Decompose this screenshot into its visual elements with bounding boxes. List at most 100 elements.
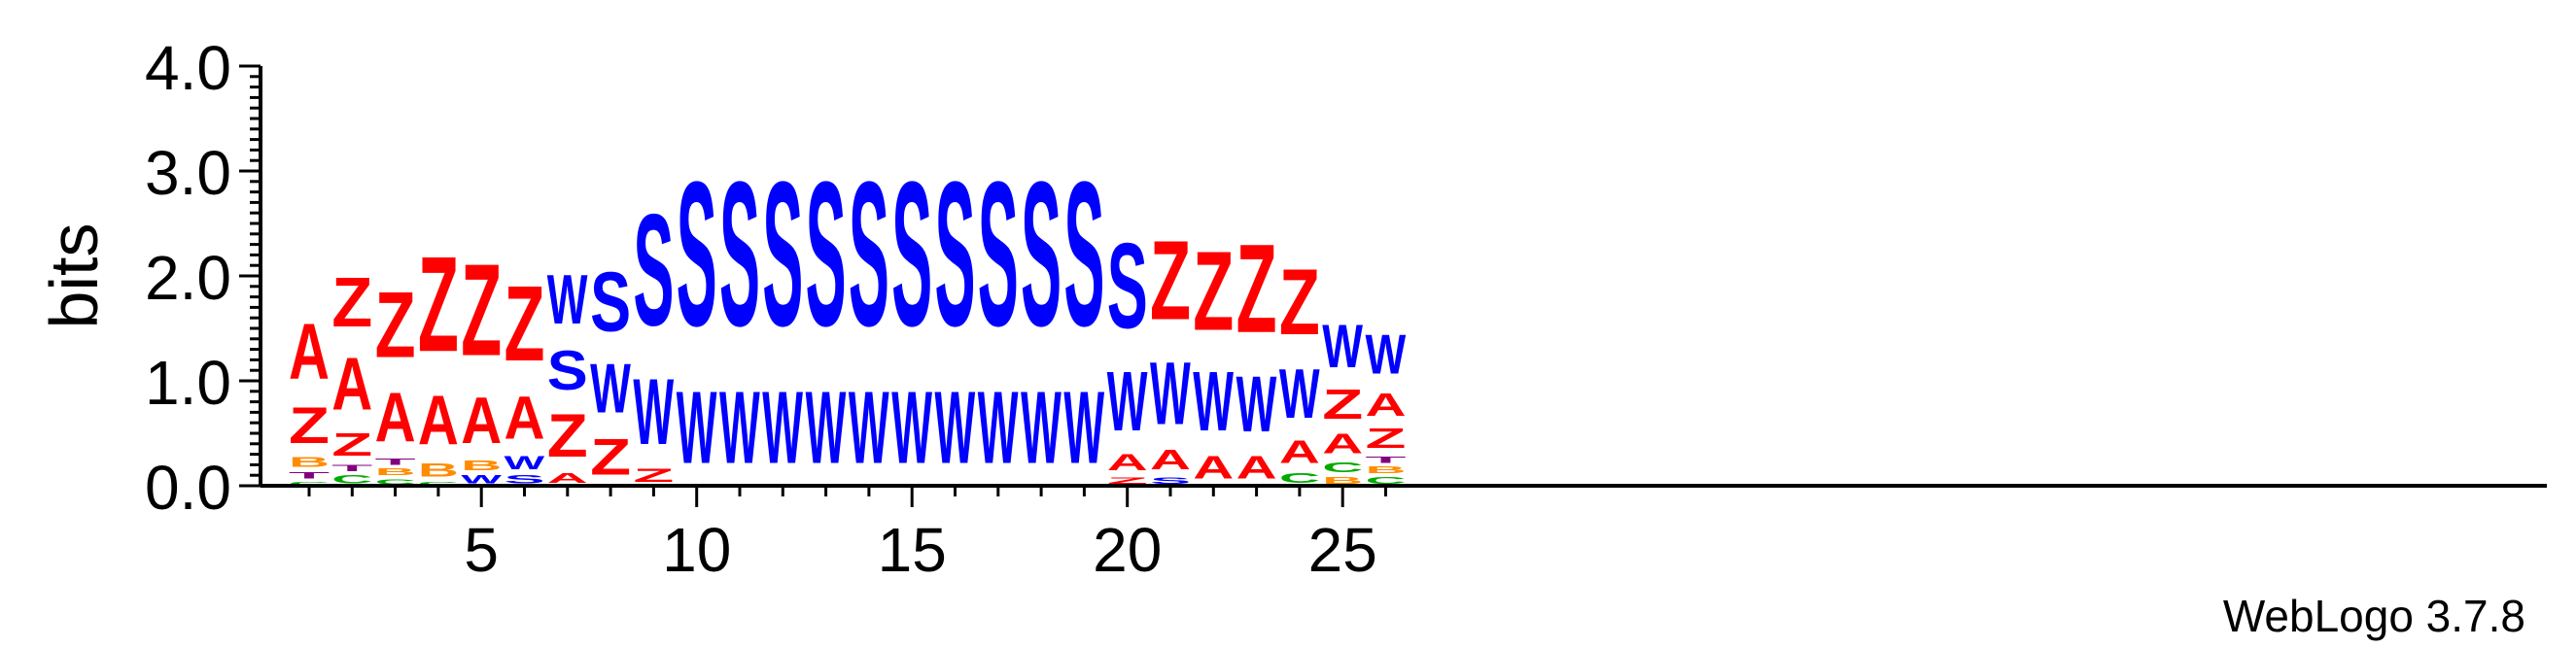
y-tick-label: 4.0 xyxy=(145,33,231,103)
logo-column: WS xyxy=(1021,139,1062,486)
logo-glyph: A xyxy=(1193,450,1234,487)
logo-glyph: Z xyxy=(331,426,372,462)
logo-glyph: Z xyxy=(590,428,631,487)
logo-stacks: CTBZACTZAZCBTAZCBAZWBAZSWAZAZSWZWSZWSWSW… xyxy=(289,139,1407,486)
logo-column: AWZ xyxy=(1236,219,1277,486)
logo-glyph: Z xyxy=(633,464,674,486)
logo-column: WS xyxy=(978,139,1019,486)
logo-glyph: S xyxy=(505,473,545,486)
logo-column: WS xyxy=(935,139,976,486)
logo-glyph: W xyxy=(1150,345,1191,444)
logo-glyph: C xyxy=(418,481,459,486)
logo-glyph: W xyxy=(547,260,588,339)
logo-glyph: Z xyxy=(1366,423,1407,454)
logo-column: AWZ xyxy=(1193,229,1234,486)
logo-glyph: A xyxy=(461,385,502,458)
logo-glyph: B xyxy=(1366,464,1407,475)
logo-glyph: A xyxy=(1366,387,1407,424)
logo-glyph: A xyxy=(505,384,545,452)
logo-glyph: C xyxy=(1279,470,1320,486)
weblogo-credit: WebLogo 3.7.8 xyxy=(2223,591,2525,641)
logo-glyph: W xyxy=(1063,370,1104,486)
logo-glyph: S xyxy=(935,139,976,369)
logo-glyph: B xyxy=(461,458,502,473)
logo-glyph: A xyxy=(1322,427,1363,460)
logo-glyph: T xyxy=(1366,455,1407,465)
logo-glyph: S xyxy=(590,256,631,350)
logo-glyph: Z xyxy=(461,236,502,383)
logo-glyph: S xyxy=(891,139,932,369)
axes: 0.0 1.0 2.0 3.0 4.0 5 10 15 20 25 xyxy=(145,33,2547,585)
y-tick-label: 2.0 xyxy=(145,243,231,313)
logo-glyph: S xyxy=(633,183,674,359)
logo-glyph: W xyxy=(1279,355,1320,433)
logo-glyph: W xyxy=(762,370,803,486)
logo-glyph: C xyxy=(331,473,372,486)
x-tick-label: 25 xyxy=(1308,515,1377,585)
logo-glyph: S xyxy=(762,139,803,369)
logo-glyph: W xyxy=(590,350,631,428)
logo-glyph: A xyxy=(1279,434,1320,471)
logo-column: WS xyxy=(719,139,760,486)
y-tick-label: 1.0 xyxy=(145,348,231,418)
logo-glyph: S xyxy=(719,139,760,369)
logo-glyph: S xyxy=(547,338,588,401)
logo-column: WS xyxy=(849,139,889,486)
logo-glyph: Z xyxy=(1322,382,1363,428)
logo-glyph: Z xyxy=(375,272,416,377)
logo-column: WS xyxy=(762,139,803,486)
logo-glyph: C xyxy=(375,477,416,486)
logo-glyph: S xyxy=(1107,219,1148,355)
logo-glyph: W xyxy=(935,370,976,486)
logo-glyph: W xyxy=(1021,370,1062,486)
logo-glyph: A xyxy=(375,378,416,456)
logo-glyph: W xyxy=(719,370,760,486)
x-tick-label: 20 xyxy=(1093,515,1162,585)
logo-glyph: Z xyxy=(289,396,330,455)
x-tick-label: 10 xyxy=(662,515,731,585)
logo-glyph: B xyxy=(1322,475,1363,486)
logo-glyph: W xyxy=(806,370,847,486)
logo-glyph: T xyxy=(331,462,372,473)
logo-glyph: W xyxy=(677,370,717,486)
logo-glyph: S xyxy=(849,139,889,369)
logo-glyph: Z xyxy=(1150,219,1191,344)
logo-glyph: S xyxy=(677,139,717,369)
y-axis-label: bits xyxy=(36,223,112,329)
logo-glyph: W xyxy=(1236,358,1277,448)
logo-glyph: W xyxy=(891,370,932,486)
logo-glyph: T xyxy=(289,470,330,481)
logo-glyph: Z xyxy=(505,262,545,384)
logo-glyph: W xyxy=(633,359,674,464)
logo-glyph: C xyxy=(289,481,330,486)
logo-glyph: B xyxy=(418,460,459,480)
logo-column: WS xyxy=(891,139,932,486)
logo-column: WS xyxy=(806,139,847,486)
logo-glyph: A xyxy=(331,343,372,426)
logo-glyph: A xyxy=(547,470,588,486)
logo-glyph: W xyxy=(1107,355,1148,449)
logo-glyph: C xyxy=(1366,475,1407,486)
logo-column: ZWS xyxy=(633,183,674,486)
logo-glyph: B xyxy=(289,455,330,470)
logo-glyph: A xyxy=(1107,450,1148,476)
y-tick-label: 3.0 xyxy=(145,138,231,208)
logo-glyph: S xyxy=(1063,139,1104,369)
logo-glyph: W xyxy=(461,473,502,486)
logo-glyph: S xyxy=(978,139,1019,369)
logo-glyph: W xyxy=(1366,323,1407,386)
logo-glyph: C xyxy=(1322,460,1363,475)
logo-column: ZWS xyxy=(590,256,631,487)
logo-glyph: B xyxy=(375,466,416,477)
